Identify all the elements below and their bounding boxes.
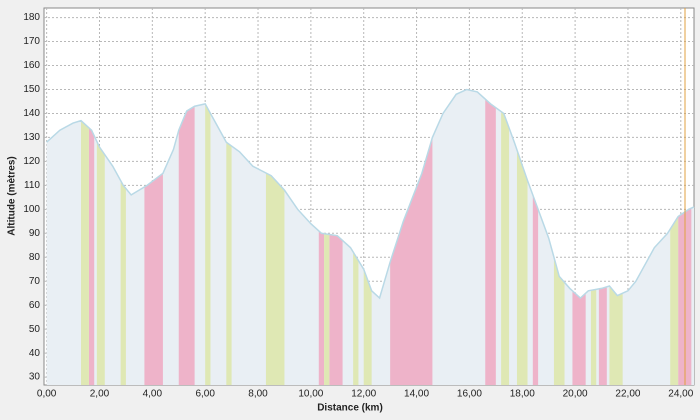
x-tick-label: 10,00 xyxy=(298,389,323,400)
x-tick-label: 20,00 xyxy=(563,389,588,400)
slope-band xyxy=(96,89,105,385)
y-tick-label: 160 xyxy=(23,60,40,71)
slope-band xyxy=(318,89,325,385)
x-tick-label: 6,00 xyxy=(195,389,215,400)
x-tick-label: 16,00 xyxy=(457,389,482,400)
slope-band xyxy=(88,89,95,385)
slope-band xyxy=(178,89,195,385)
y-tick-label: 110 xyxy=(24,180,40,191)
x-tick-label: 18,00 xyxy=(510,389,535,400)
x-tick-label: 4,00 xyxy=(143,389,163,400)
y-tick-label: 50 xyxy=(29,324,41,335)
y-tick-label: 150 xyxy=(23,84,40,95)
y-tick-label: 70 xyxy=(29,276,41,287)
y-tick-label: 80 xyxy=(29,252,41,263)
y-tick-label: 100 xyxy=(23,204,40,215)
y-tick-label: 120 xyxy=(23,156,40,167)
x-tick-label: 24,00 xyxy=(668,389,693,400)
x-tick-label: 0,00 xyxy=(37,389,57,400)
slope-band xyxy=(532,89,539,385)
slope-band xyxy=(501,89,510,385)
slope-band xyxy=(324,89,330,385)
y-tick-label: 40 xyxy=(29,348,41,359)
slope-band xyxy=(670,89,679,385)
slope-band xyxy=(120,89,126,385)
y-tick-label: 60 xyxy=(29,300,41,311)
x-tick-label: 2,00 xyxy=(90,389,110,400)
slope-band xyxy=(80,89,89,385)
slope-band xyxy=(226,89,232,385)
y-axis-label: Altitude (mètres) xyxy=(7,156,18,235)
y-tick-label: 170 xyxy=(23,36,40,47)
slope-band xyxy=(485,89,496,385)
x-tick-label: 22,00 xyxy=(615,389,640,400)
y-tick-label: 140 xyxy=(23,108,40,119)
y-tick-label: 30 xyxy=(29,372,41,383)
y-tick-label: 90 xyxy=(29,228,41,239)
x-tick-label: 8,00 xyxy=(248,389,268,400)
slope-band xyxy=(516,89,528,385)
x-axis-label: Distance (km) xyxy=(317,403,383,414)
y-tick-label: 180 xyxy=(23,12,40,23)
x-tick-label: 14,00 xyxy=(404,389,429,400)
slope-band xyxy=(205,89,211,385)
x-tick-label: 12,00 xyxy=(351,389,376,400)
y-tick-label: 130 xyxy=(23,132,40,143)
profile-line xyxy=(46,88,695,300)
